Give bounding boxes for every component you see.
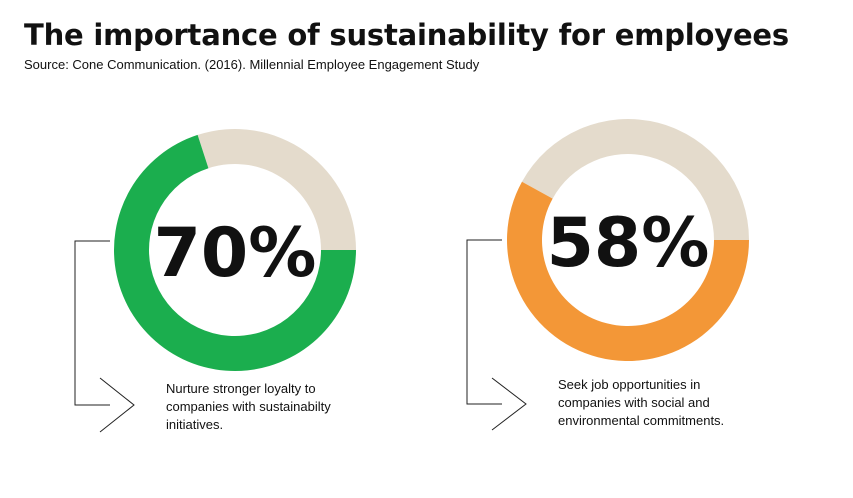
donut-value-arc <box>113 134 357 371</box>
caption-line: Seek job opportunities in <box>558 377 701 392</box>
source-note: Source: Cone Communication. (2016). Mill… <box>24 57 480 72</box>
caption-line: initiatives. <box>166 417 224 432</box>
percentage-label: 70% <box>154 214 317 293</box>
connector-arrow-1 <box>74 240 135 433</box>
caption-line: companies with sustainabilty <box>166 399 331 414</box>
percentage-label: 58% <box>547 204 710 283</box>
donut-svg-loyalty: 70% <box>113 129 357 371</box>
caption-job-seeking: Seek job opportunities in companies with… <box>558 376 724 430</box>
donut-remainder-arc <box>521 119 749 240</box>
donut-chart-job-seeking: 58% <box>506 118 750 362</box>
caption-line: Nurture stronger loyalty to <box>166 381 316 396</box>
caption-line: companies with social and <box>558 395 710 410</box>
donut-chart-loyalty: 70% <box>113 128 357 372</box>
caption-line: environmental commitments. <box>558 413 725 428</box>
page-title: The importance of sustainability for emp… <box>24 18 789 52</box>
donut-remainder-arc <box>197 129 356 250</box>
caption-loyalty: Nurture stronger loyalty to companies wi… <box>166 380 331 434</box>
donut-svg-job-seeking: 58% <box>506 119 749 362</box>
donut-value-arc <box>506 181 749 362</box>
connector-arrow-2 <box>466 239 527 431</box>
